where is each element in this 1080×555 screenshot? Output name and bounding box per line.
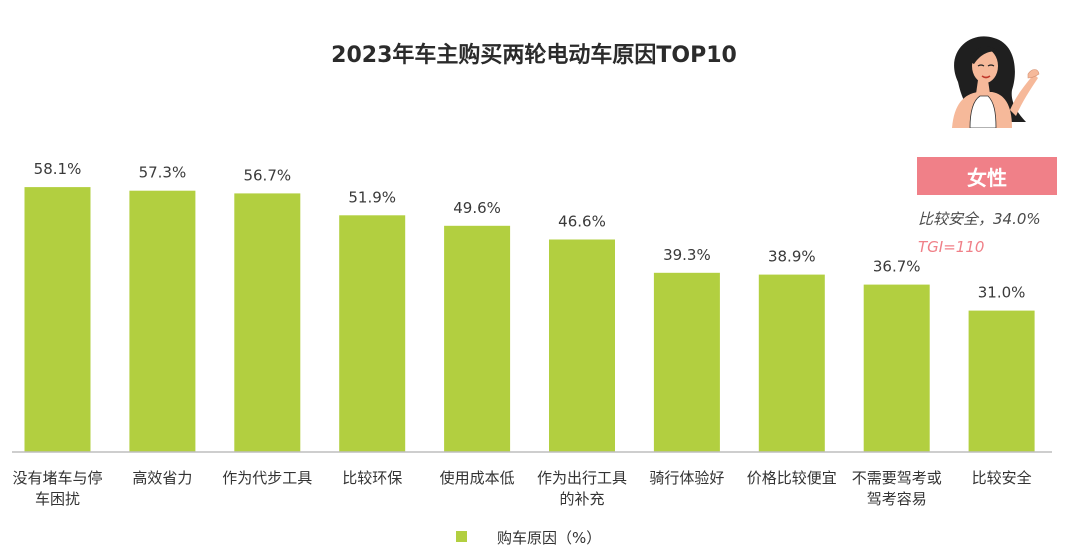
value-label: 46.6% <box>558 213 606 231</box>
callout-tgi: TGI=110 <box>918 238 985 256</box>
x-tick-label: 的补充 <box>559 490 604 508</box>
bar <box>444 225 511 452</box>
bar <box>339 215 406 452</box>
x-tick-label: 高效省力 <box>132 469 192 487</box>
x-tick-label: 比较安全 <box>972 469 1032 487</box>
value-label: 51.9% <box>348 188 396 206</box>
value-label: 56.7% <box>243 166 291 184</box>
value-label: 49.6% <box>453 199 501 217</box>
bar <box>129 190 196 452</box>
x-tick-label: 作为出行工具 <box>537 469 627 487</box>
value-label: 58.1% <box>34 160 82 178</box>
x-tick-label: 价格比较便宜 <box>747 469 837 487</box>
callout-stat: 比较安全，34.0% <box>918 210 1041 228</box>
x-tick-label: 驾考容易 <box>867 490 927 508</box>
legend: 购车原因（%） <box>456 529 601 547</box>
bars-layer <box>24 187 1035 452</box>
value-label: 36.7% <box>873 258 921 276</box>
value-label: 31.0% <box>978 284 1026 302</box>
x-tick-label: 使用成本低 <box>440 469 515 487</box>
x-tick-label: 车困扰 <box>35 490 80 508</box>
bar <box>863 284 930 452</box>
legend-swatch <box>456 531 467 542</box>
bar <box>549 239 615 452</box>
bar <box>968 310 1035 452</box>
value-label: 57.3% <box>139 164 187 182</box>
bar <box>758 274 825 452</box>
value-label: 38.9% <box>768 248 816 266</box>
bar <box>24 187 91 452</box>
x-tick-label: 骑行体验好 <box>649 469 724 487</box>
x-tick-label: 不需要驾考或 <box>852 469 942 487</box>
woman-illustration-icon <box>952 36 1040 128</box>
legend-label: 购车原因（%） <box>497 529 601 547</box>
value-label: 39.3% <box>663 246 711 264</box>
bar <box>653 272 720 452</box>
x-tick-label: 作为代步工具 <box>222 469 312 487</box>
chart-title: 2023年车主购买两轮电动车原因TOP10 <box>331 42 737 68</box>
x-tick-label: 比较环保 <box>342 469 402 487</box>
gender-badge: 女性 <box>917 157 1057 195</box>
x-tick-label: 没有堵车与停 <box>12 469 102 487</box>
bar <box>234 193 301 452</box>
callout-card: 女性 比较安全，34.0% TGI=110 <box>915 30 1060 256</box>
